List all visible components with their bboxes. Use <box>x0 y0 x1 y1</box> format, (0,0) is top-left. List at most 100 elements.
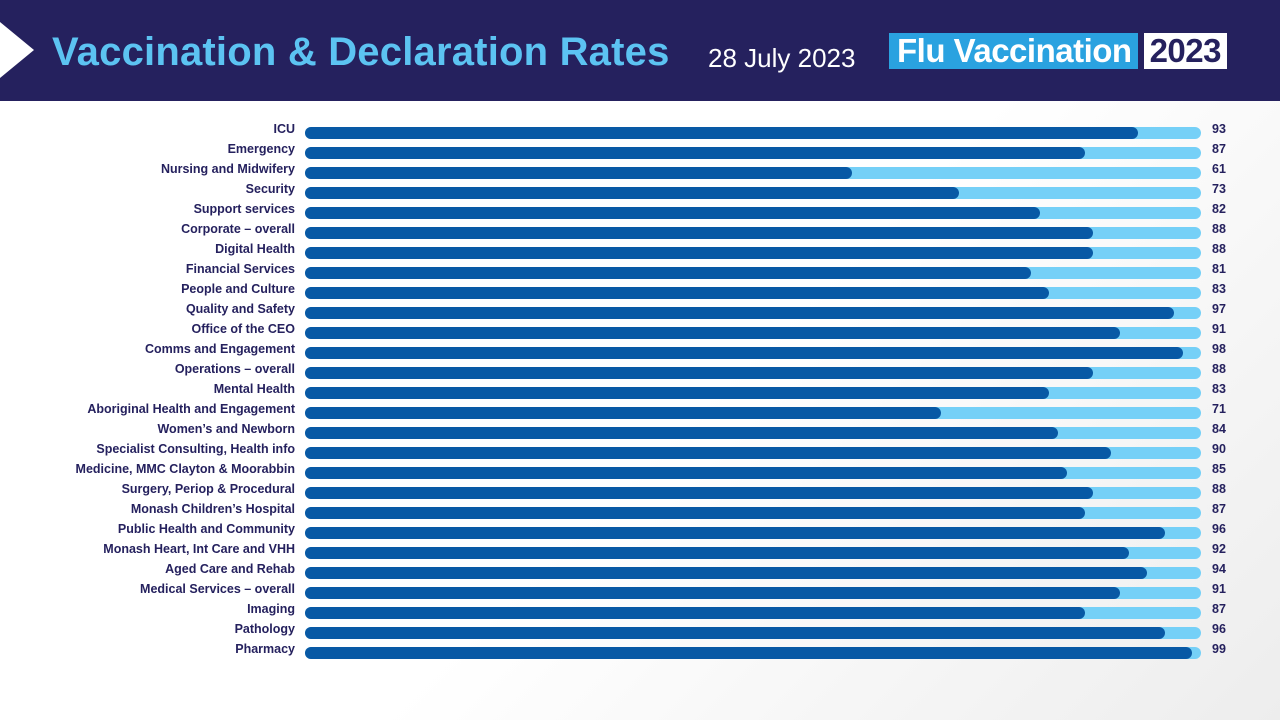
category-label: Office of the CEO <box>191 322 295 336</box>
bar-fill <box>305 467 1067 479</box>
data-label: 87 <box>1212 602 1226 616</box>
data-label: 84 <box>1212 422 1226 436</box>
bar-fill <box>305 607 1085 619</box>
bar-fill <box>305 147 1085 159</box>
bar-track <box>305 607 1201 619</box>
category-label: Comms and Engagement <box>144 342 295 356</box>
category-label: Monash Heart, Int Care and VHH <box>103 542 295 556</box>
bar-row: Office of the CEO 91 <box>0 320 1280 340</box>
data-label: 71 <box>1212 402 1226 416</box>
bar-fill <box>305 387 1049 399</box>
category-label: Women’s and Newborn <box>157 422 295 436</box>
bar-track <box>305 247 1201 259</box>
bar-row: Comms and Engagement 98 <box>0 340 1280 360</box>
bar-fill <box>305 307 1175 319</box>
bar-fill <box>305 587 1121 599</box>
category-label: Security <box>245 182 295 196</box>
bar-row: Monash Children’s Hospital 87 <box>0 500 1280 520</box>
chevron-right-icon <box>0 22 34 78</box>
bar-row: Operations – overall 88 <box>0 360 1280 380</box>
category-label: Mental Health <box>213 382 295 396</box>
data-label: 61 <box>1212 162 1226 176</box>
bar-fill <box>305 267 1031 279</box>
category-label: Emergency <box>227 142 295 156</box>
bar-track <box>305 307 1201 319</box>
bar-row: Corporate – overall 88 <box>0 220 1280 240</box>
data-label: 98 <box>1212 342 1226 356</box>
bar-row: Pharmacy 99 <box>0 640 1280 660</box>
bar-fill <box>305 507 1085 519</box>
bar-track <box>305 387 1201 399</box>
bar-row: Emergency 87 <box>0 140 1280 160</box>
data-label: 87 <box>1212 142 1226 156</box>
category-label: Operations – overall <box>174 362 295 376</box>
vaccination-rate-chart: ICU 93 Emergency 87 Nursing and Midwifery 61 S… <box>0 120 1280 665</box>
category-label: Pharmacy <box>235 642 295 656</box>
bar-fill <box>305 627 1166 639</box>
bar-track <box>305 447 1201 459</box>
bar-fill <box>305 347 1184 359</box>
bar-row: Financial Services 81 <box>0 260 1280 280</box>
bar-row: ICU 93 <box>0 120 1280 140</box>
bar-track <box>305 487 1201 499</box>
bar-row: Nursing and Midwifery 61 <box>0 160 1280 180</box>
bar-fill <box>305 567 1148 579</box>
category-label: Specialist Consulting, Health info <box>96 442 295 456</box>
bar-track <box>305 427 1201 439</box>
bar-row: Pathology 96 <box>0 620 1280 640</box>
data-label: 96 <box>1212 622 1226 636</box>
flu-vaccination-logo: Flu Vaccination 2023 <box>889 33 1227 69</box>
logo-text: Flu Vaccination <box>889 33 1138 69</box>
data-label: 91 <box>1212 322 1226 336</box>
bar-row: Security 73 <box>0 180 1280 200</box>
bar-track <box>305 227 1201 239</box>
category-label: Financial Services <box>185 262 295 276</box>
category-label: People and Culture <box>181 282 295 296</box>
bar-track <box>305 287 1201 299</box>
bar-track <box>305 127 1201 139</box>
data-label: 88 <box>1212 362 1226 376</box>
category-label: Aboriginal Health and Engagement <box>87 402 295 416</box>
bar-row: Medical Services – overall 91 <box>0 580 1280 600</box>
bar-row: Specialist Consulting, Health info 90 <box>0 440 1280 460</box>
category-label: ICU <box>273 122 295 136</box>
category-label: Medical Services – overall <box>140 582 295 596</box>
bar-track <box>305 587 1201 599</box>
category-label: Digital Health <box>215 242 295 256</box>
category-label: Pathology <box>234 622 295 636</box>
bar-row: Mental Health 83 <box>0 380 1280 400</box>
bar-fill <box>305 247 1094 259</box>
category-label: Support services <box>193 202 295 216</box>
category-label: Monash Children’s Hospital <box>130 502 295 516</box>
bar-track <box>305 147 1201 159</box>
bar-fill <box>305 647 1193 659</box>
category-label: Surgery, Periop & Procedural <box>121 482 295 496</box>
logo-year: 2023 <box>1143 33 1227 69</box>
bar-fill <box>305 367 1094 379</box>
data-label: 99 <box>1212 642 1226 656</box>
bar-track <box>305 527 1201 539</box>
bar-track <box>305 187 1201 199</box>
bar-track <box>305 567 1201 579</box>
bar-fill <box>305 327 1121 339</box>
bar-row: Public Health and Community 96 <box>0 520 1280 540</box>
data-label: 81 <box>1212 262 1226 276</box>
header-bar: Vaccination & Declaration Rates 28 July … <box>0 0 1280 101</box>
data-label: 94 <box>1212 562 1226 576</box>
bar-fill <box>305 227 1094 239</box>
bar-track <box>305 627 1201 639</box>
bar-fill <box>305 127 1139 139</box>
category-label: Quality and Safety <box>185 302 295 316</box>
bar-row: Surgery, Periop & Procedural 88 <box>0 480 1280 500</box>
data-label: 93 <box>1212 122 1226 136</box>
bar-track <box>305 647 1201 659</box>
bar-row: Monash Heart, Int Care and VHH 92 <box>0 540 1280 560</box>
data-label: 96 <box>1212 522 1226 536</box>
bar-row: Imaging 87 <box>0 600 1280 620</box>
data-label: 88 <box>1212 222 1226 236</box>
data-label: 73 <box>1212 182 1226 196</box>
bar-row: Aboriginal Health and Engagement 71 <box>0 400 1280 420</box>
bar-track <box>305 167 1201 179</box>
data-label: 85 <box>1212 462 1226 476</box>
category-label: Medicine, MMC Clayton & Moorabbin <box>75 462 295 476</box>
